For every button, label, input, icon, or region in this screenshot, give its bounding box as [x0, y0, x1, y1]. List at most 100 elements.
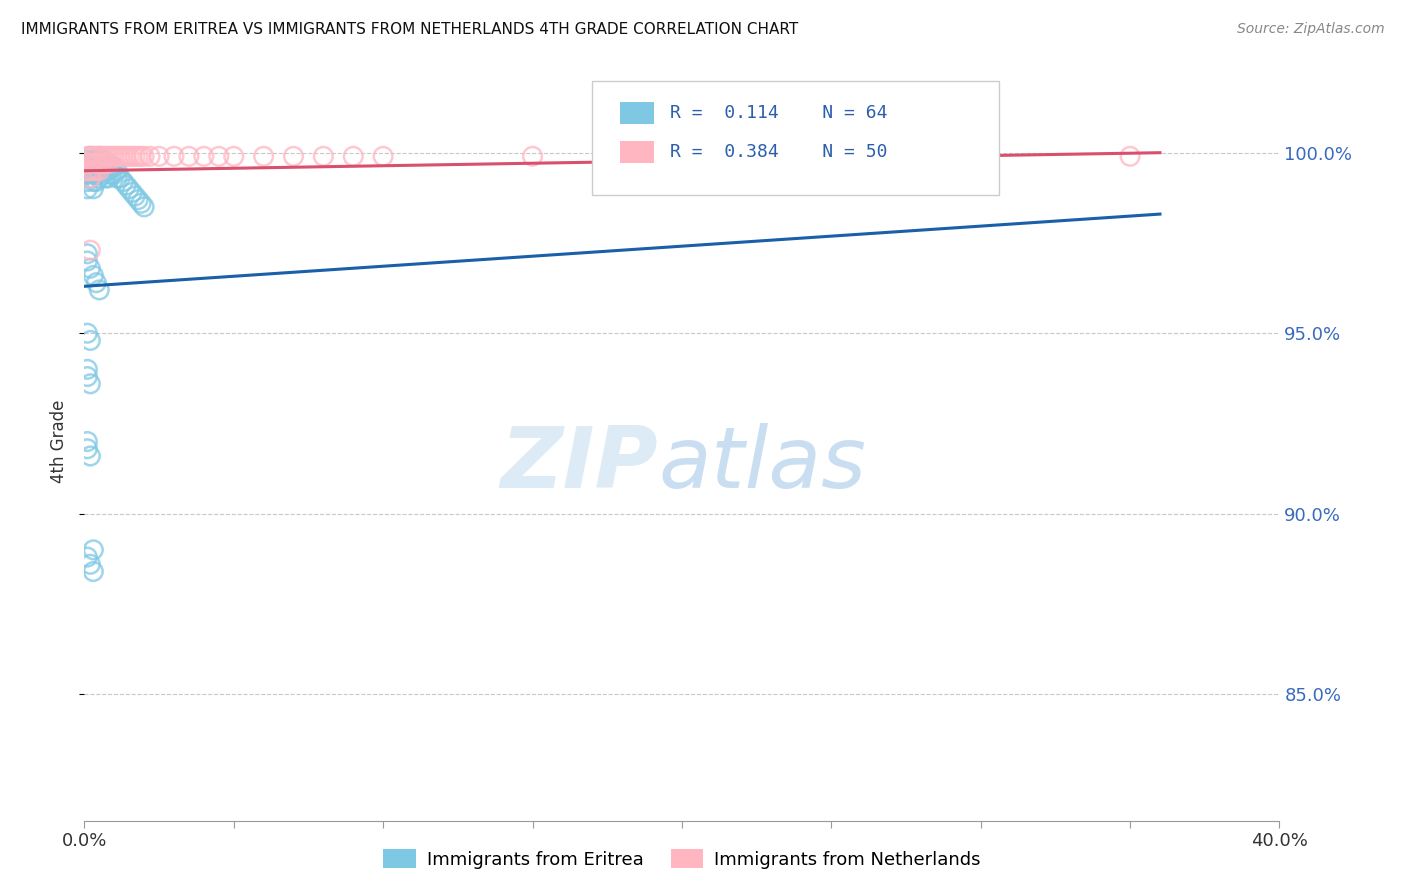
Point [91, 156, 114, 170]
Point [79, 156, 101, 170]
Point [82, 175, 104, 189]
Point [112, 175, 135, 189]
Point [97, 171, 120, 186]
Point [79, 163, 101, 178]
Point [79, 171, 101, 186]
Point [163, 149, 186, 163]
Point [193, 149, 215, 163]
Point [91, 149, 114, 163]
Point [118, 149, 141, 163]
Point [671, 149, 693, 163]
Point [82, 149, 104, 163]
Point [76, 434, 98, 449]
Point [94, 156, 117, 170]
Point [132, 200, 156, 214]
Point [89, 149, 111, 163]
Point [86, 276, 108, 290]
Point [76, 175, 98, 189]
Point [110, 149, 132, 163]
Point [177, 149, 200, 163]
Text: R =  0.384    N = 50: R = 0.384 N = 50 [671, 143, 887, 161]
Point [118, 182, 141, 196]
Point [86, 160, 108, 174]
Point [121, 149, 143, 163]
Y-axis label: 4th Grade: 4th Grade [49, 400, 67, 483]
Point [253, 149, 276, 163]
Text: atlas: atlas [658, 423, 866, 506]
Legend: Immigrants from Eritrea, Immigrants from Netherlands: Immigrants from Eritrea, Immigrants from… [377, 842, 987, 876]
Point [94, 163, 117, 178]
Point [124, 189, 146, 203]
Point [79, 334, 101, 348]
Point [86, 149, 108, 163]
Point [89, 163, 111, 178]
Point [76, 156, 98, 170]
Point [105, 149, 128, 163]
Point [89, 163, 111, 178]
Point [1119, 149, 1142, 163]
Point [76, 254, 98, 268]
Point [112, 149, 135, 163]
Text: IMMIGRANTS FROM ERITREA VS IMMIGRANTS FROM NETHERLANDS 4TH GRADE CORRELATION CHA: IMMIGRANTS FROM ERITREA VS IMMIGRANTS FR… [21, 22, 799, 37]
Point [76, 369, 98, 384]
Point [79, 261, 101, 276]
Point [76, 153, 98, 167]
Point [100, 149, 122, 163]
Text: ZIP: ZIP [501, 423, 658, 506]
Point [82, 268, 104, 283]
Point [86, 167, 108, 181]
Point [94, 156, 117, 170]
Point [208, 149, 231, 163]
Point [129, 149, 152, 163]
Point [121, 186, 143, 200]
Point [79, 243, 101, 257]
Point [79, 163, 101, 178]
Point [86, 175, 108, 189]
Point [94, 149, 117, 163]
Point [283, 149, 305, 163]
Point [103, 167, 125, 181]
Point [522, 149, 544, 163]
Point [82, 167, 104, 181]
Point [105, 163, 128, 178]
Point [86, 153, 108, 167]
Point [82, 565, 104, 579]
Point [76, 182, 98, 196]
FancyBboxPatch shape [620, 103, 654, 124]
Point [97, 163, 120, 178]
Point [89, 156, 111, 170]
Point [127, 149, 149, 163]
Point [139, 149, 162, 163]
Point [76, 149, 98, 163]
Point [86, 163, 108, 178]
Point [342, 149, 364, 163]
Point [76, 362, 98, 376]
Point [124, 149, 146, 163]
Point [132, 149, 156, 163]
Point [373, 149, 395, 163]
Point [103, 160, 125, 174]
Point [100, 167, 122, 181]
Point [76, 326, 98, 341]
Point [82, 156, 104, 170]
Point [79, 376, 101, 391]
Point [222, 149, 245, 163]
Point [103, 149, 125, 163]
FancyBboxPatch shape [592, 81, 998, 195]
Point [76, 442, 98, 456]
Point [312, 149, 335, 163]
Point [79, 449, 101, 463]
Point [89, 171, 111, 186]
Text: R =  0.114    N = 64: R = 0.114 N = 64 [671, 104, 887, 122]
Point [105, 171, 128, 186]
Point [86, 156, 108, 170]
Point [76, 163, 98, 178]
Point [94, 171, 117, 186]
Point [82, 182, 104, 196]
Point [97, 149, 120, 163]
Point [97, 156, 120, 170]
Point [115, 178, 138, 193]
Point [100, 160, 122, 174]
Point [97, 156, 120, 170]
Point [148, 149, 170, 163]
